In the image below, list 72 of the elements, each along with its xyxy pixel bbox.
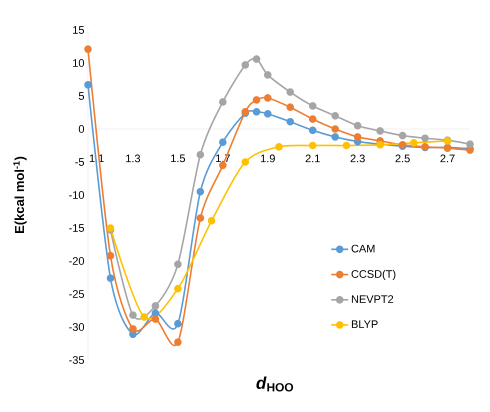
point [308,115,317,123]
point [106,252,114,260]
point [354,122,362,130]
y-tick-label: -15 [69,224,84,232]
point [308,126,317,134]
point [308,102,317,110]
y-axis-title: E(kcal mol$^{-1}$) [13,156,27,233]
x-tick-label: 1.3 [126,154,140,162]
x-tick-label: 1.9 [260,154,275,162]
point [286,118,294,126]
y-tick-label: 10 [73,59,84,67]
point [208,216,216,225]
x-tick-label: 2.5 [396,154,410,162]
point [410,139,418,147]
y-tick-label: -20 [69,257,84,265]
legend-label: CCSD(T) [352,270,396,280]
point [331,112,339,120]
point [174,338,182,346]
point [331,125,339,133]
point [140,313,148,321]
point [421,134,429,142]
y-tick-label: 15 [73,26,84,34]
point [264,94,272,102]
legend-label: BLYP [352,320,378,328]
point [84,80,92,89]
point [106,274,114,282]
point [219,162,227,170]
point [174,320,182,328]
point [252,108,260,116]
point [286,88,294,96]
y-tick-label: 0 [78,125,84,133]
x-axis-title: d$_{HOO}$ [256,376,294,392]
x-tick-label: 2.3 [350,154,365,162]
point [84,45,92,53]
point [219,98,227,106]
point [152,315,160,323]
point [241,158,250,166]
point [308,142,317,150]
point [376,127,384,135]
y-tick-label: -30 [69,323,84,331]
point [342,142,350,150]
point [129,325,137,333]
point [398,132,406,140]
point [152,309,160,317]
y-tick-label: 5 [78,92,84,100]
point [241,61,250,69]
point [275,143,283,151]
point [174,284,182,293]
y-tick-label: -10 [69,191,84,199]
x-tick-label: 1.5 [171,154,186,162]
point [252,96,260,104]
y-tick-label: -5 [75,158,84,166]
point [196,188,204,196]
x-tick-label: 2.7 [440,154,455,162]
y-tick-label: -25 [69,290,84,298]
point [129,311,137,319]
point [174,260,182,268]
point [354,133,362,141]
legend-label: NEVPT2 [352,295,394,303]
point [196,150,204,159]
point [219,138,227,146]
point [252,55,260,63]
x-tick-label: 2.1 [306,154,320,162]
legend-label: CAM [352,244,374,252]
point [264,71,272,79]
point [152,302,160,310]
y-tick-label: -35 [69,356,84,364]
point [196,214,204,222]
point [286,103,294,112]
point [331,133,339,141]
point [466,140,474,148]
point [264,110,272,118]
